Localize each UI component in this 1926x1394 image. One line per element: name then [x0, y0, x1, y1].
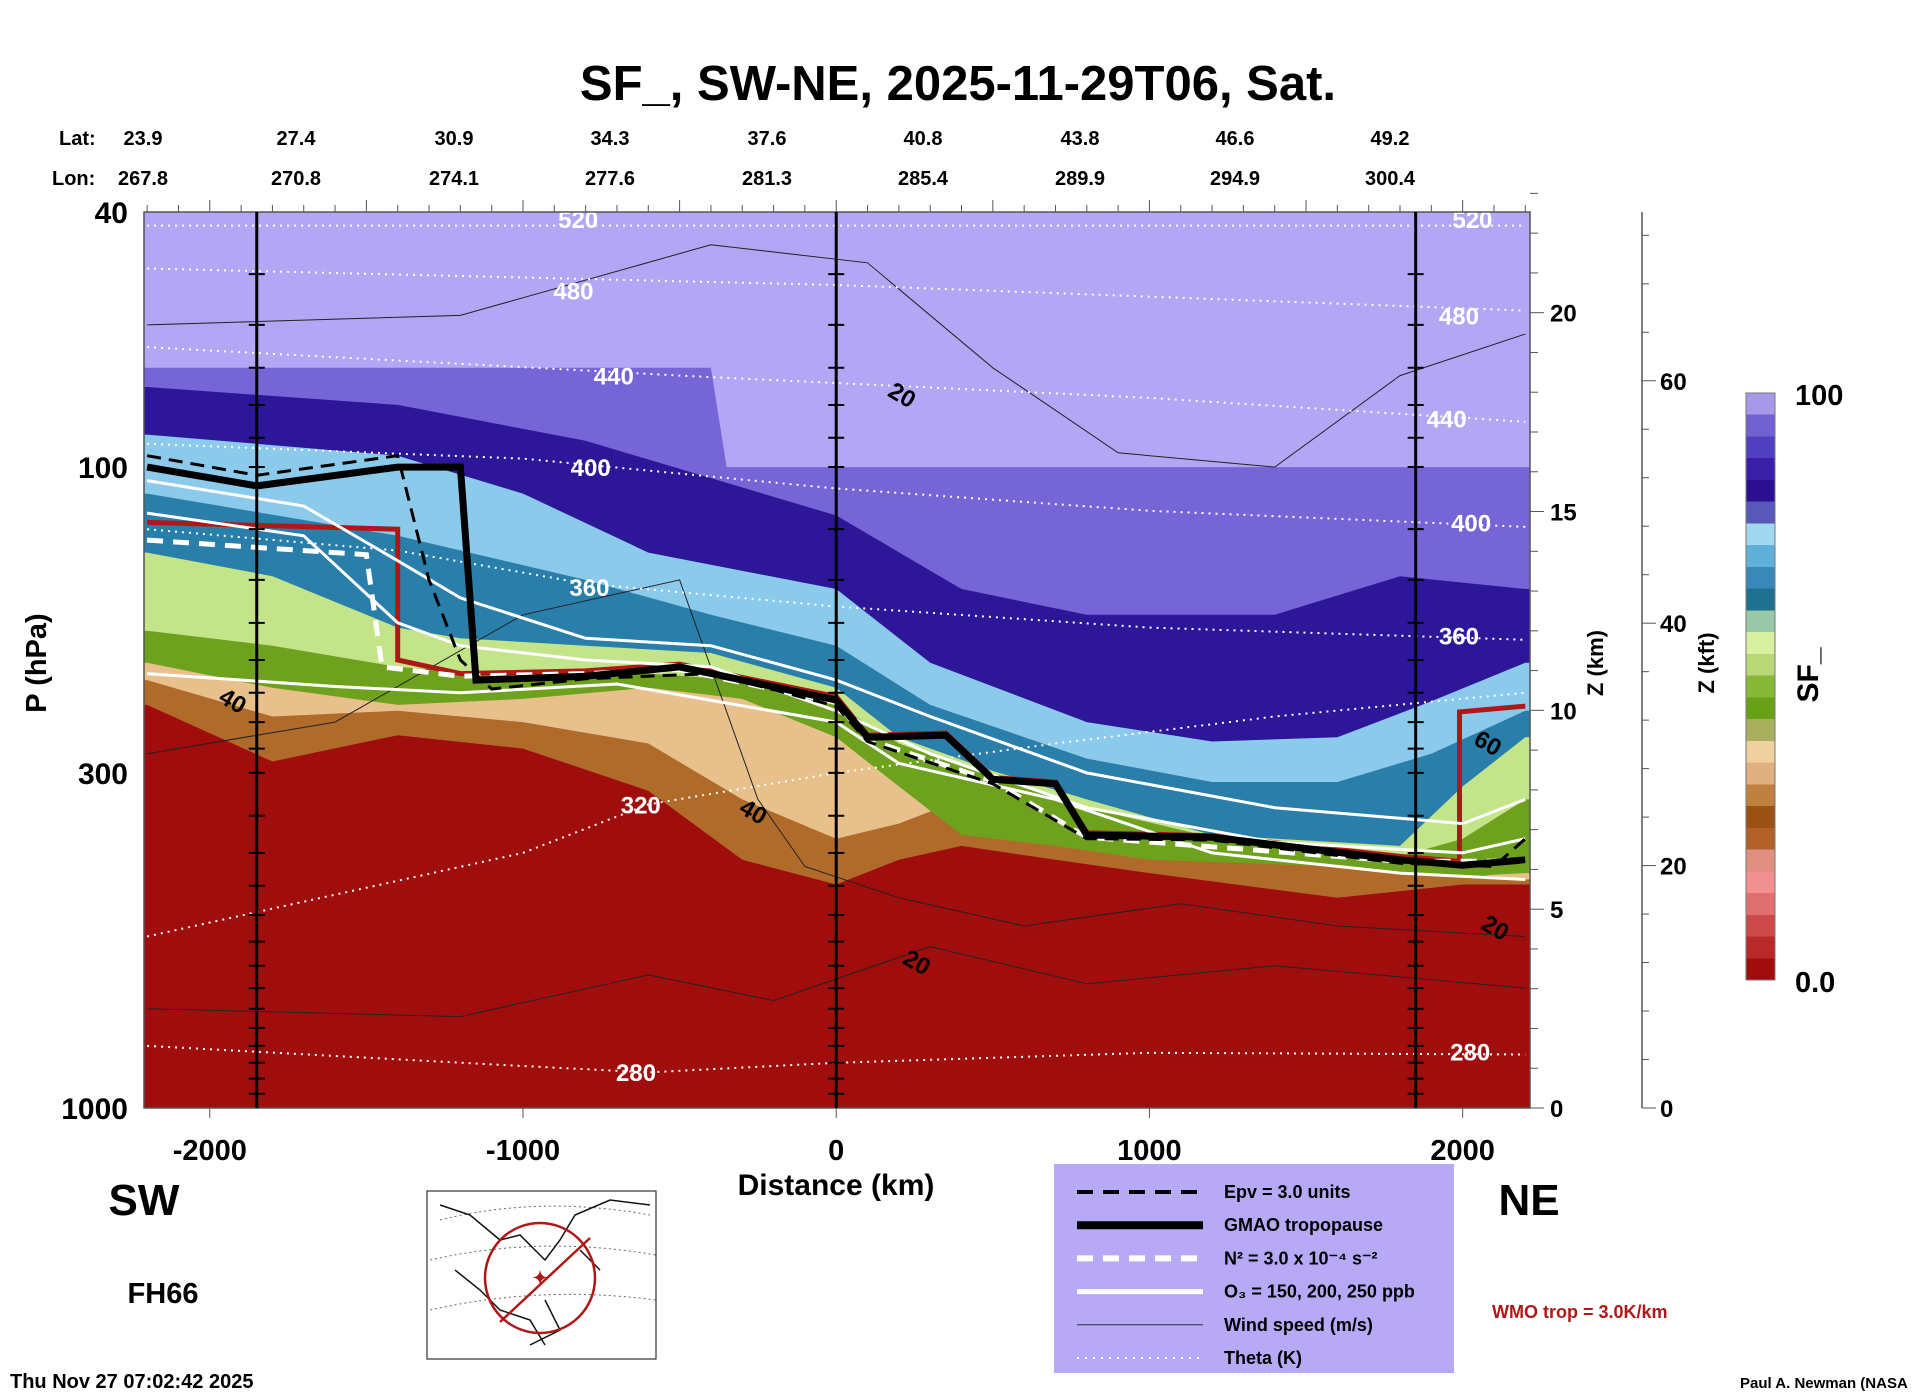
map-range-circle [483, 1221, 597, 1335]
y-tick-label: 1000 [61, 1093, 128, 1126]
legend-label: Theta (K) [1224, 1348, 1302, 1368]
x-tick-label: -2000 [173, 1135, 247, 1167]
legend-label: Wind speed (m/s) [1224, 1315, 1373, 1335]
z-kft-tick-label: 60 [1660, 369, 1687, 396]
lat-value: 27.4 [277, 128, 317, 150]
legend-label: Epv = 3.0 units [1224, 1182, 1351, 1202]
legend-label: N² = 3.0 x 10⁻⁴ s⁻² [1224, 1248, 1377, 1268]
lon-value: 289.9 [1055, 168, 1105, 190]
theta-contour-480 [147, 267, 1526, 312]
theta-contour-280 [147, 1044, 1526, 1074]
lat-value: 30.9 [435, 128, 474, 150]
colorbar-min-label: 0.0 [1795, 967, 1835, 999]
lat-lon-row: 23.9 27.4 30.9 34.3 37.6 40.8 43.8 46.6 49.2 267.… [118, 128, 1416, 190]
theta-contours [146, 224, 1526, 1074]
legend-label: O₃ = 150, 200, 250 ppb [1224, 1282, 1415, 1302]
lat-value: 46.6 [1216, 128, 1255, 150]
wind-speed-contour [147, 579, 1526, 937]
theta-label: 400 [1451, 510, 1491, 537]
lon-value: 294.9 [1210, 168, 1260, 190]
z-kft-label: Z (kft) [1694, 632, 1719, 693]
theta-label: 520 [558, 207, 598, 234]
theta-label: 280 [616, 1060, 656, 1087]
z-kft-tick-label: 20 [1660, 854, 1687, 881]
lon-label: Lon: [52, 168, 95, 190]
sf-color-layers [144, 212, 1530, 898]
y-tick-label: 100 [78, 452, 128, 485]
theta-contour-440 [147, 346, 1526, 423]
map-section-line [499, 1237, 591, 1323]
lat-value: 34.3 [591, 128, 630, 150]
colorbar-label: SF_ [1792, 647, 1825, 702]
x-axis-label: Distance (km) [738, 1169, 935, 1202]
lon-value: 281.3 [742, 168, 792, 190]
axes: -2000 -1000 0 1000 2000 40 100 300 1000 0 5 10 15 20 0… [61, 192, 1687, 1167]
legend-label: GMAO tropopause [1224, 1215, 1383, 1235]
wmo-trop-label: WMO trop = 3.0K/km [1492, 1302, 1668, 1322]
lon-value: 277.6 [585, 168, 635, 190]
credit: Paul A. Newman (NASA [1740, 1375, 1908, 1392]
theta-contour-320 [146, 691, 1526, 938]
theta-label: 440 [1427, 407, 1467, 434]
z-km-tick-label: 0 [1550, 1096, 1563, 1123]
theta-label: 400 [571, 455, 611, 482]
lon-value: 285.4 [898, 168, 949, 190]
sw-direction-label: SW [109, 1176, 180, 1225]
z-km-label: Z (km) [1583, 630, 1608, 696]
plot-area: 520 5204804804404404004003603603202802802… [144, 207, 1530, 1108]
theta-label: 280 [1450, 1040, 1490, 1067]
lat-value: 43.8 [1061, 128, 1100, 150]
lat-value: 37.6 [748, 128, 787, 150]
gmao-tropopause-line [146, 463, 1526, 869]
tropopause-lines [146, 454, 1527, 881]
z-km-tick-label: 10 [1550, 698, 1577, 725]
lon-value: 300.4 [1365, 168, 1416, 190]
x-tick-label: 2000 [1430, 1135, 1495, 1167]
timestamp: Thu Nov 27 07:02:42 2025 [10, 1371, 253, 1393]
theta-label: 480 [1439, 303, 1479, 330]
y-tick-label: 40 [95, 197, 128, 230]
lon-value: 274.1 [429, 168, 479, 190]
ne-direction-label: NE [1498, 1176, 1559, 1225]
z-km-tick-label: 20 [1550, 301, 1577, 328]
lat-value: 49.2 [1371, 128, 1410, 150]
legend-box: Epv = 3.0 units GMAO tropopause N² = 3.0 x… [1054, 1164, 1454, 1373]
x-tick-label: 0 [828, 1135, 844, 1167]
wind-speed-contour [147, 946, 1526, 1018]
theta-label: 360 [569, 575, 609, 602]
lat-label: Lat: [59, 128, 96, 150]
z-km-tick-label: 5 [1550, 897, 1563, 924]
colorbar-max-label: 100 [1795, 380, 1843, 412]
lon-value: 270.8 [271, 168, 321, 190]
x-tick-label: 1000 [1117, 1135, 1182, 1167]
lat-value: 23.9 [124, 128, 163, 150]
wind-speed-contours [147, 244, 1526, 1018]
colorbar [1745, 392, 1776, 981]
svg-text:✦: ✦ [532, 1268, 547, 1288]
z-kft-tick-label: 40 [1660, 611, 1687, 638]
z-km-tick-label: 15 [1550, 500, 1577, 527]
theta-label: 320 [621, 792, 661, 819]
theta-contour-360 [147, 528, 1526, 641]
section-lines [248, 212, 1424, 1108]
forecast-hour-label: FH66 [128, 1278, 199, 1310]
o3-contour [146, 479, 1526, 826]
x-tick-label: -1000 [486, 1135, 560, 1167]
theta-label: 520 [1452, 207, 1492, 234]
map-inset: ✦ [426, 1190, 657, 1360]
y-axis-label: P (hPa) [21, 613, 53, 712]
theta-label: 440 [594, 364, 634, 391]
theta-label: 480 [553, 278, 593, 305]
z-kft-tick-label: 0 [1660, 1096, 1673, 1123]
lat-value: 40.8 [904, 128, 943, 150]
wind-speed-contour [147, 244, 1526, 468]
y-tick-label: 300 [78, 758, 128, 791]
lon-value: 267.8 [118, 168, 168, 190]
theta-label: 360 [1439, 623, 1479, 650]
chart-title: SF_, SW-NE, 2025-11-29T06, Sat. [580, 57, 1336, 111]
